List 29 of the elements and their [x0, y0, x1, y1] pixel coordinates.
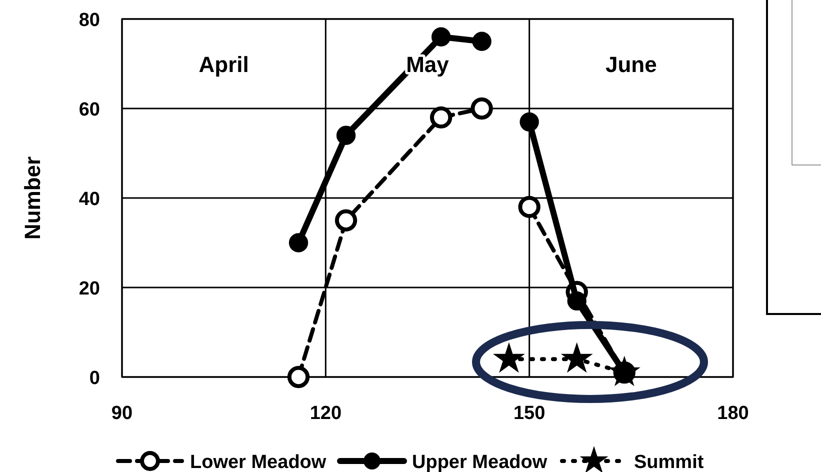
- point: [470, 97, 493, 120]
- y-tick-label: 60: [78, 100, 100, 120]
- x-tick-label: 90: [111, 403, 133, 424]
- point: [520, 112, 539, 132]
- annotation: April: [198, 52, 249, 77]
- y-axis-title: Number: [20, 156, 45, 240]
- point: [472, 32, 492, 51]
- point: [287, 366, 310, 388]
- point: [567, 291, 586, 311]
- legend-label: Upper Meadow: [412, 452, 548, 472]
- y-tick-label: 40: [78, 189, 100, 210]
- x-tick-label: 120: [310, 403, 342, 424]
- y-tick-label: 80: [78, 10, 100, 31]
- annotation: June: [605, 52, 657, 77]
- point: [288, 233, 308, 252]
- x-tick-label: 150: [513, 403, 546, 424]
- legend-label: Summit: [634, 452, 704, 472]
- point: [494, 343, 524, 372]
- point: [562, 343, 592, 372]
- x-tick-label: 180: [717, 403, 749, 424]
- point: [518, 196, 540, 218]
- y-tick-label: 20: [78, 278, 100, 300]
- point: [334, 209, 358, 232]
- point: [609, 356, 640, 386]
- point: [431, 27, 451, 46]
- legend-label: Lower Meadow: [190, 452, 326, 472]
- point: [336, 126, 356, 145]
- y-tick-label: 0: [89, 368, 100, 389]
- point: [430, 106, 452, 129]
